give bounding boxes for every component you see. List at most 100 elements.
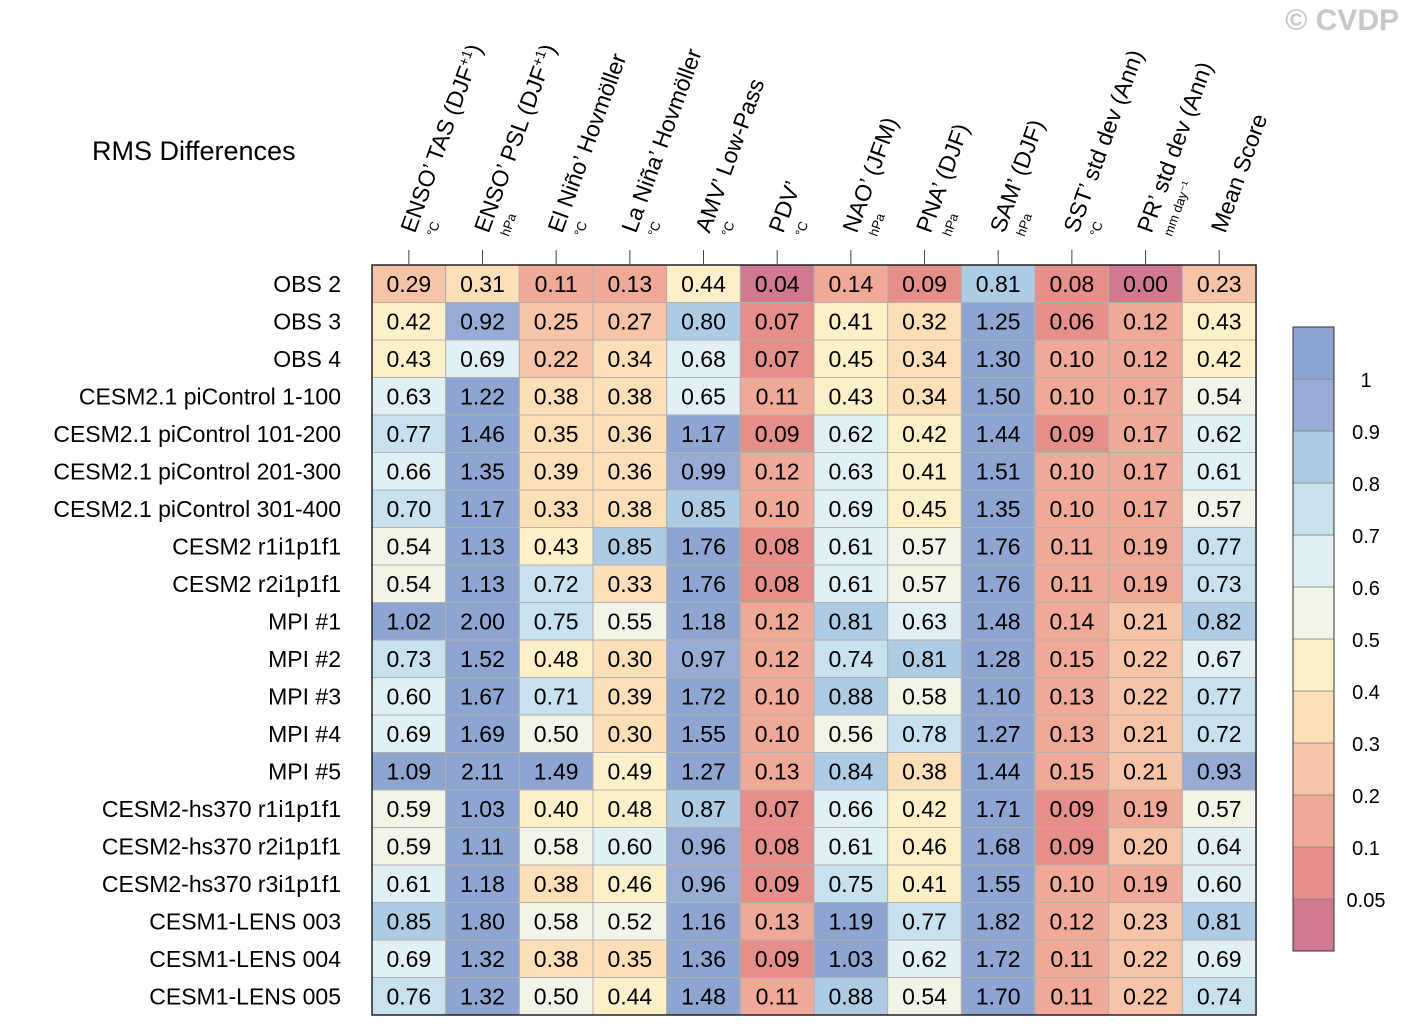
- cell-value-label: 0.65: [681, 383, 726, 409]
- cell-value-label: 0.44: [607, 983, 652, 1009]
- cell-value-label: 0.09: [902, 271, 947, 297]
- cell-value-label: 0.08: [1049, 271, 1094, 297]
- heatmap-cell: [518, 639, 594, 678]
- cell-value-label: 1.17: [460, 496, 505, 522]
- heatmap-cell: [887, 714, 962, 753]
- heatmap-cell: [813, 939, 889, 978]
- heatmap-cell: [666, 414, 741, 453]
- row-label: CESM2-hs370 r2i1p1f1: [102, 833, 341, 859]
- cell-value-label: 0.14: [828, 271, 873, 297]
- cell-value-label: 0.27: [607, 308, 652, 334]
- cell-value-label: 0.10: [1049, 383, 1094, 409]
- cell-value-label: 0.67: [1197, 646, 1242, 672]
- cell-value-label: 0.09: [1049, 796, 1094, 822]
- heatmap-cell: [887, 864, 962, 903]
- cell-value-label: 0.21: [1123, 758, 1168, 784]
- cell-value-label: 0.13: [1049, 721, 1094, 747]
- row-label: MPI #5: [268, 758, 341, 784]
- cell-value-label: 0.62: [1197, 421, 1242, 447]
- heatmap-cell: [960, 714, 1036, 753]
- cell-value-label: 1.03: [828, 946, 873, 972]
- heatmap-cell: [1181, 977, 1257, 1016]
- heatmap-cell: [666, 377, 741, 416]
- cell-value-label: 0.59: [386, 796, 431, 822]
- cell-value-label: 0.38: [534, 871, 579, 897]
- cell-value-label: 0.54: [1197, 383, 1242, 409]
- cell-value-label: 1.44: [976, 421, 1021, 447]
- heatmap-cell: [813, 339, 889, 378]
- heatmap-cell: [371, 714, 447, 753]
- heatmap-cell: [445, 864, 520, 903]
- cell-value-label: 0.43: [828, 383, 873, 409]
- heatmap-cell: [518, 452, 594, 491]
- heatmap-cell: [960, 302, 1036, 341]
- cell-value-label: 1.18: [460, 871, 505, 897]
- cell-value-label: 0.41: [902, 871, 947, 897]
- heatmap-cell: [1181, 939, 1257, 978]
- cell-value-label: 0.75: [534, 608, 579, 634]
- cell-value-label: 0.31: [460, 271, 505, 297]
- cell-value-label: 1.68: [976, 833, 1021, 859]
- cell-value-label: 1.69: [460, 721, 505, 747]
- heatmap-cell: [813, 714, 889, 753]
- cell-value-label: 1.11: [461, 833, 504, 859]
- cell-value-label: 0.48: [607, 796, 652, 822]
- heatmap-cell: [813, 377, 889, 416]
- heatmap-cell: [1034, 714, 1110, 753]
- heatmap-cell: [1108, 827, 1183, 866]
- cell-value-label: 0.75: [828, 871, 873, 897]
- cell-value-label: 1.48: [681, 983, 726, 1009]
- cell-value-label: 1.35: [976, 496, 1021, 522]
- colorbar-swatch: [1292, 846, 1335, 900]
- heatmap-cells: 0.29 0.31 0.11 0.13 0.44 0.04 0.14 0.09 0.81 0.08…: [371, 264, 1257, 1016]
- cell-value-label: 0.11: [535, 271, 578, 297]
- heatmap-cell: [739, 339, 815, 378]
- heatmap-cell: [739, 564, 815, 603]
- heatmap-cell: [666, 977, 741, 1016]
- cell-value-label: 0.12: [755, 608, 800, 634]
- cell-value-label: 0.72: [1197, 721, 1242, 747]
- cell-value-label: 0.82: [1197, 608, 1242, 634]
- heatmap-cell: [1181, 489, 1257, 528]
- cell-value-label: 0.60: [1197, 871, 1242, 897]
- cell-value-label: 0.23: [1197, 271, 1242, 297]
- cell-value-label: 1.16: [681, 908, 726, 934]
- heatmap-cell: [518, 414, 594, 453]
- heatmap-cell: [592, 339, 668, 378]
- heatmap-cell: [739, 452, 815, 491]
- heatmap-cell: [739, 939, 815, 978]
- cell-value-label: 0.09: [1049, 833, 1094, 859]
- heatmap-cell: [518, 339, 594, 378]
- cell-value-label: 0.33: [607, 571, 652, 597]
- cell-value-label: 1.10: [976, 683, 1021, 709]
- cell-value-label: 0.61: [1197, 458, 1242, 484]
- heatmap-cell: [739, 902, 815, 941]
- cell-value-label: 0.25: [534, 308, 579, 334]
- colorbar-swatch: [1292, 690, 1335, 744]
- cell-value-label: 2.00: [460, 608, 505, 634]
- cell-value-label: 0.42: [902, 421, 947, 447]
- cell-value-label: 0.63: [828, 458, 873, 484]
- cell-value-label: 0.77: [386, 421, 431, 447]
- heatmap-cell: [1108, 602, 1183, 641]
- cell-value-label: 1.32: [460, 946, 505, 972]
- heatmap-cell: [1108, 339, 1183, 378]
- heatmap-cell: [666, 827, 741, 866]
- column-header: Mean Score: [1205, 110, 1272, 235]
- colorbar-tick-label: 0.5: [1352, 630, 1380, 652]
- heatmap-cell: [592, 714, 668, 753]
- cell-value-label: 0.49: [607, 758, 652, 784]
- cell-value-label: 0.71: [534, 683, 579, 709]
- heatmap-cell: [1034, 752, 1110, 791]
- heatmap-cell: [518, 827, 594, 866]
- heatmap-cell: [739, 414, 815, 453]
- heatmap-cell: [813, 264, 889, 303]
- cell-value-label: 1.76: [976, 533, 1021, 559]
- cell-value-label: 0.19: [1123, 871, 1168, 897]
- cell-value-label: 0.10: [1049, 496, 1094, 522]
- column-header-label: ENSO’ PSL (DJF+1): [469, 40, 561, 235]
- heatmap-cell: [887, 264, 962, 303]
- cell-value-label: 1.27: [681, 758, 726, 784]
- cell-value-label: 1.55: [976, 871, 1021, 897]
- cell-value-label: 0.70: [386, 496, 431, 522]
